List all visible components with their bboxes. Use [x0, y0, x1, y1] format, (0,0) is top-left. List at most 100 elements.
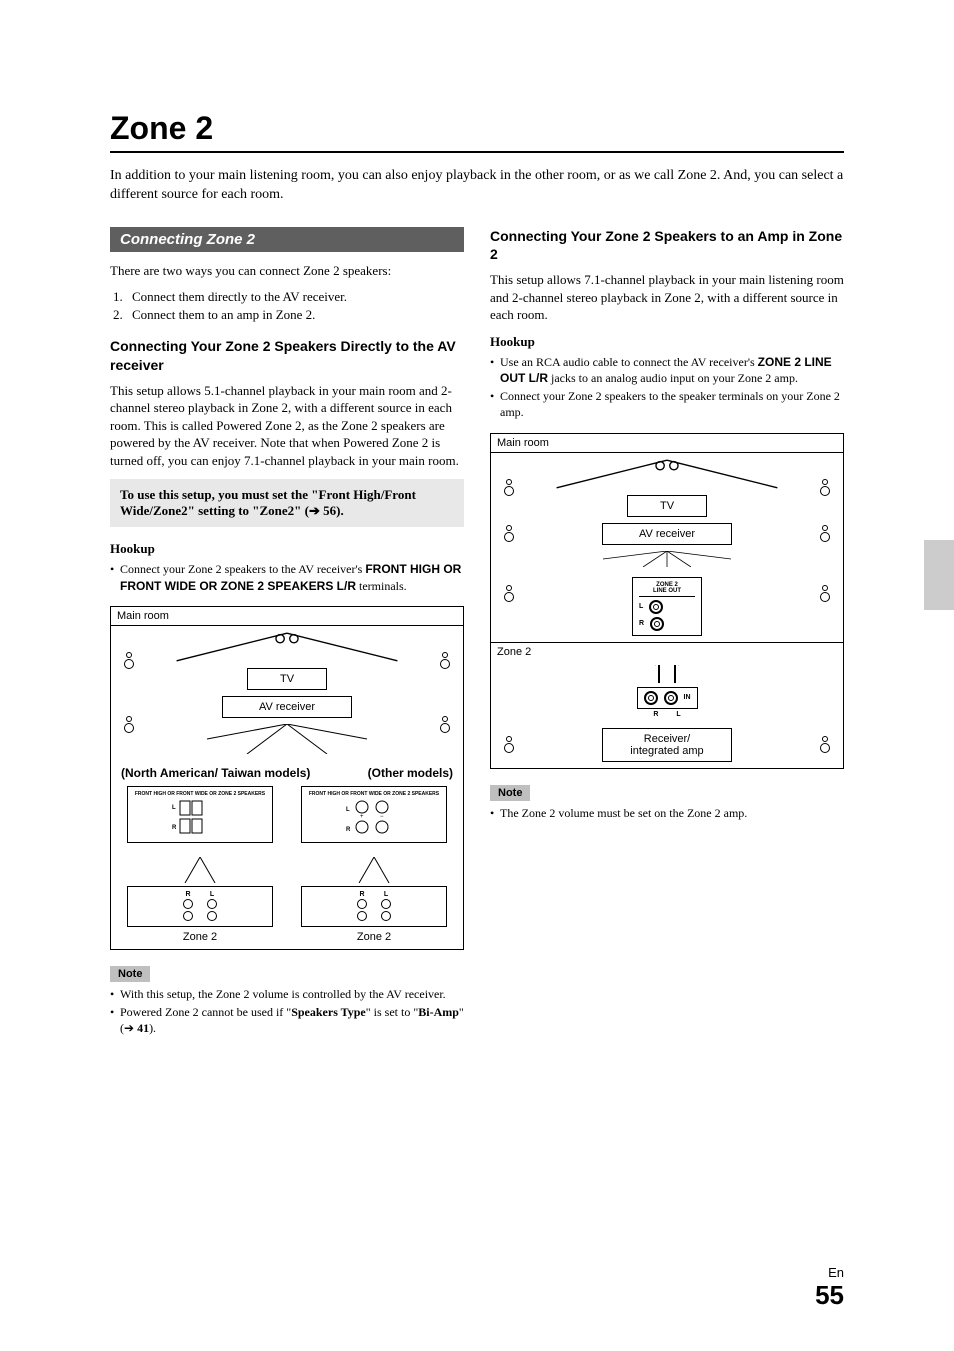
speaker-icon — [815, 478, 835, 497]
side-tab-marker — [924, 540, 954, 610]
speaker-icon — [499, 735, 519, 754]
list-item: Use an RCA audio cable to connect the AV… — [490, 354, 844, 386]
rca-jack-icon — [650, 617, 664, 631]
speaker-pair-box: R L — [127, 886, 273, 927]
list-item: Connect them directly to the AV receiver… — [126, 289, 464, 305]
section-heading: Connecting Zone 2 — [110, 227, 464, 252]
r-label: R — [359, 891, 364, 898]
binding-post-icon: L R +− — [170, 799, 230, 835]
speaker-icon — [499, 584, 519, 603]
rca-jack-icon — [644, 691, 658, 705]
text: " is set to " — [366, 1005, 418, 1019]
wire-icon — [149, 632, 425, 662]
list-item: The Zone 2 volume must be set on the Zon… — [490, 805, 844, 821]
speaker-icon — [119, 715, 139, 734]
page-footer: En 55 — [815, 1265, 844, 1311]
model-label-b: (Other models) — [368, 766, 453, 780]
text: Use an RCA audio cable to connect the AV… — [500, 355, 758, 369]
speaker-icon — [499, 524, 519, 543]
av-receiver-box: AV receiver — [222, 696, 352, 718]
wire-icon — [301, 857, 447, 883]
list-item: Connect them to an amp in Zone 2. — [126, 307, 464, 323]
text: jacks to an analog audio input on your Z… — [548, 371, 798, 385]
hookup-list: Connect your Zone 2 speakers to the AV r… — [110, 561, 464, 593]
model-label-a: (North American/ Taiwan models) — [121, 766, 310, 780]
main-room-label: Main room — [111, 607, 463, 626]
av-receiver-box: AV receiver — [602, 523, 732, 545]
note-label: Note — [110, 966, 150, 982]
speaker-icon — [815, 524, 835, 543]
zone2-block-a: R L Zone 2 — [127, 857, 273, 943]
left-column: Connecting Zone 2 There are two ways you… — [110, 227, 464, 1039]
terminal-title: FRONT HIGH OR FRONT WIDE OR ZONE 2 SPEAK… — [132, 791, 268, 797]
main-room-label: Main room — [491, 434, 843, 453]
svg-text:L: L — [172, 805, 176, 811]
speaker-icon — [435, 715, 455, 734]
right-subheading: Connecting Your Zone 2 Speakers to an Am… — [490, 227, 844, 263]
wire-icon — [529, 459, 805, 489]
list-item: Connect your Zone 2 speakers to the AV r… — [110, 561, 464, 593]
intro-paragraph: In addition to your main listening room,… — [110, 167, 844, 205]
wire-icon — [127, 857, 273, 883]
speaker-icon — [815, 735, 835, 754]
note-label: Note — [490, 785, 530, 801]
connect-intro: There are two ways you can connect Zone … — [110, 262, 464, 280]
r-label: R — [185, 891, 190, 898]
amp-box: Receiver/ integrated amp — [602, 728, 732, 762]
zone2-label: Zone 2 — [491, 643, 843, 661]
bold-text: Bi-Amp — [418, 1005, 459, 1019]
setup-note-pre: To use this setup, you must set the "Fro… — [120, 487, 416, 518]
wire-icon — [149, 724, 425, 754]
tv-box: TV — [627, 495, 707, 517]
left-diagram: Main room TV AV receiver (North American… — [110, 606, 464, 950]
r-jack-label: R — [639, 620, 644, 627]
list-item: Powered Zone 2 cannot be used if "Speake… — [110, 1004, 464, 1036]
text: Connect your Zone 2 speakers to the AV r… — [120, 562, 365, 576]
l-label: L — [384, 891, 388, 898]
right-column: Connecting Your Zone 2 Speakers to an Am… — [490, 227, 844, 1039]
note-list: With this setup, the Zone 2 volume is co… — [110, 986, 464, 1037]
terminal-title: FRONT HIGH OR FRONT WIDE OR ZONE 2 SPEAK… — [306, 791, 442, 797]
speaker-icon — [119, 651, 139, 670]
speaker-icon — [435, 651, 455, 670]
rca-jack-icon — [664, 691, 678, 705]
l-label: L — [676, 711, 680, 718]
r-label: R — [653, 711, 658, 718]
l-jack-label: L — [639, 603, 643, 610]
svg-text:+: + — [360, 814, 364, 820]
page-title: Zone 2 — [110, 110, 844, 153]
setup-note-box: To use this setup, you must set the "Fro… — [110, 479, 464, 527]
speaker-icon — [499, 478, 519, 497]
setup-note-post: ). — [336, 503, 344, 518]
screw-terminal-icon: L + − R — [344, 799, 404, 835]
left-subheading: Connecting Your Zone 2 Speakers Directly… — [110, 337, 464, 373]
terminal-block-a: FRONT HIGH OR FRONT WIDE OR ZONE 2 SPEAK… — [127, 786, 273, 843]
l-label: L — [210, 891, 214, 898]
terminal-block-b: FRONT HIGH OR FRONT WIDE OR ZONE 2 SPEAK… — [301, 786, 447, 843]
svg-text:−: − — [380, 814, 384, 820]
in-label: IN — [684, 694, 691, 701]
language-code: En — [815, 1265, 844, 1280]
left-desc: This setup allows 5.1-channel playback i… — [110, 382, 464, 470]
zone2-label: Zone 2 — [301, 931, 447, 943]
bold-text: Speakers Type — [291, 1005, 366, 1019]
setup-note-ref: 56 — [323, 503, 336, 518]
hookup-list: Use an RCA audio cable to connect the AV… — [490, 354, 844, 421]
list-item: With this setup, the Zone 2 volume is co… — [110, 986, 464, 1002]
text: ). — [149, 1021, 156, 1035]
zone2-block-b: R L Zone 2 — [301, 857, 447, 943]
page-ref: 41 — [137, 1021, 149, 1035]
svg-text:R: R — [346, 827, 351, 833]
text: terminals. — [356, 579, 407, 593]
speaker-pair-box: R L — [301, 886, 447, 927]
amp-input-box: IN — [637, 687, 698, 709]
text: Powered Zone 2 cannot be used if " — [120, 1005, 291, 1019]
tv-box: TV — [247, 668, 327, 690]
wire-icon — [637, 665, 697, 687]
speaker-icon — [815, 584, 835, 603]
svg-text:L: L — [346, 807, 350, 813]
lineout-box: ZONE 2 LINE OUT L R — [632, 577, 702, 636]
page-number: 55 — [815, 1280, 844, 1311]
right-diagram: Main room TV AV receiver — [490, 433, 844, 769]
lineout-label: ZONE 2 LINE OUT — [639, 582, 695, 597]
